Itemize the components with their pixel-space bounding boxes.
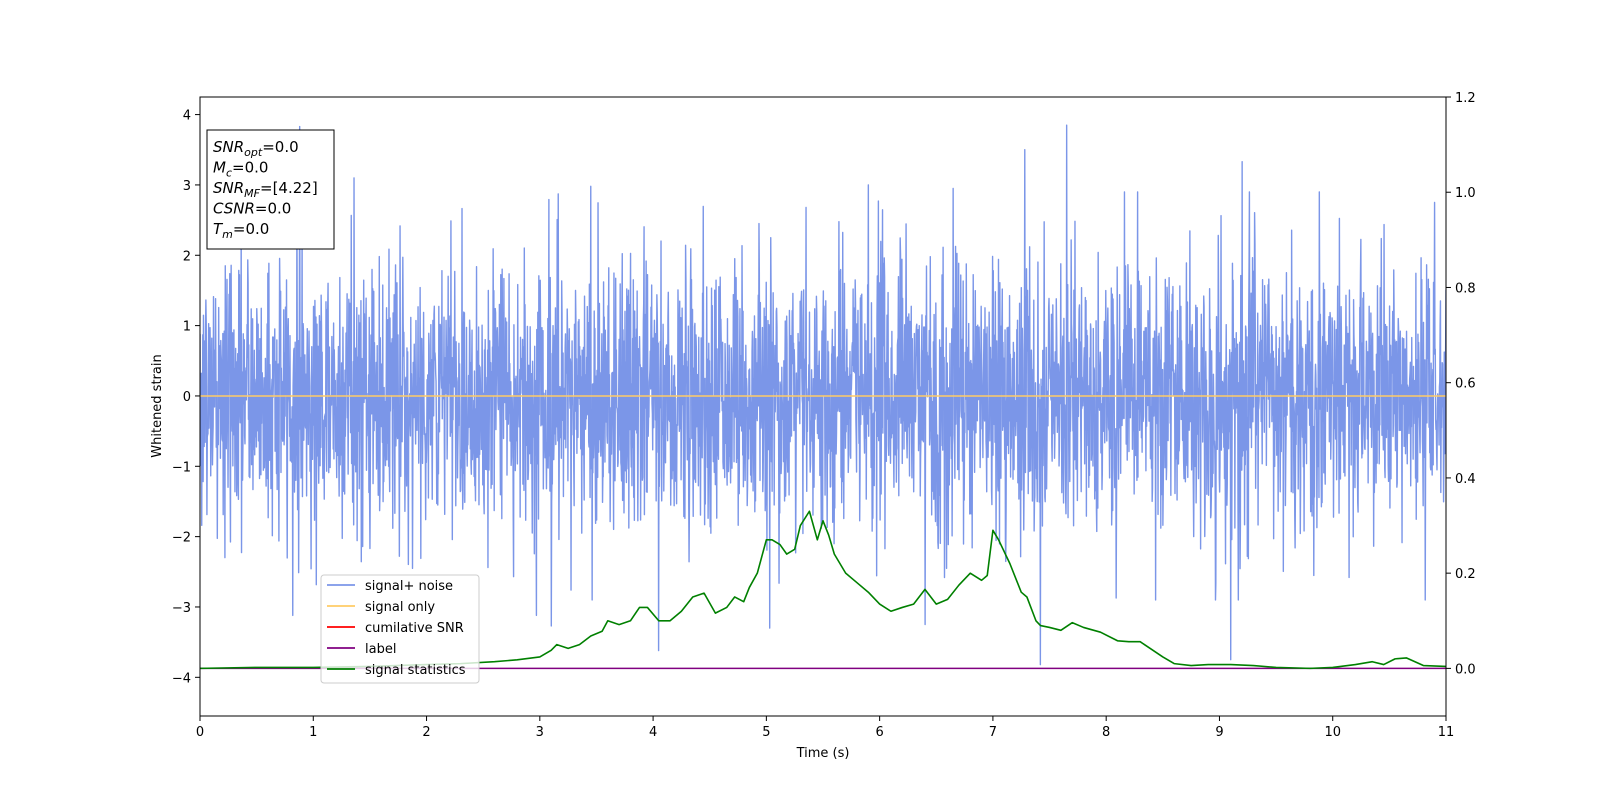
x-tick-label: 3 bbox=[536, 725, 544, 740]
legend: signal+ noise signal only cumilative SNR la… bbox=[320, 574, 480, 684]
x-tick-label: 1 bbox=[309, 725, 317, 740]
signal-noise-series bbox=[200, 124, 1446, 666]
y-right-tick-label: 1.2 bbox=[1455, 91, 1476, 106]
annotation-symbol: SNR bbox=[213, 138, 244, 156]
annotation-value: =0.0 bbox=[232, 159, 268, 177]
x-tick-label: 6 bbox=[875, 725, 883, 740]
annotation-symbol: CSNR bbox=[213, 200, 255, 218]
y-left-tick-label: 4 bbox=[183, 109, 191, 124]
signal-statistics-line bbox=[200, 510, 1446, 670]
annotation-line: SNRopt=0.0 bbox=[213, 138, 299, 159]
y-axis-label: Whitened strain bbox=[150, 354, 165, 457]
x-tick-label: 7 bbox=[989, 725, 997, 740]
annotation-subscript: c bbox=[226, 167, 232, 180]
y-right-tick-label: 0.8 bbox=[1455, 281, 1476, 296]
x-tick-label: 11 bbox=[1438, 725, 1455, 740]
annotation-value: =0.0 bbox=[262, 138, 298, 156]
x-tick-label: 10 bbox=[1324, 725, 1341, 740]
y-left-tick-label: 0 bbox=[183, 390, 191, 405]
y-axis-left-ticks: 4 3 2 1 0 −1 −2 −3 −4 bbox=[172, 109, 200, 686]
y-right-tick-label: 0.4 bbox=[1455, 472, 1476, 487]
legend-label: signal+ noise bbox=[365, 579, 453, 594]
y-left-tick-label: 3 bbox=[183, 179, 191, 194]
annotation-symbol: M bbox=[213, 159, 226, 177]
x-tick-label: 5 bbox=[762, 725, 770, 740]
annotation-symbol: SNR bbox=[213, 179, 244, 197]
y-left-tick-label: 2 bbox=[183, 249, 191, 264]
y-right-tick-label: 0.0 bbox=[1455, 662, 1476, 677]
annotation-line: CSNR=0.0 bbox=[213, 200, 291, 218]
axes-frame bbox=[199, 96, 1447, 717]
annotation-subscript: m bbox=[222, 228, 233, 241]
annotation-box-frame bbox=[206, 129, 335, 250]
annotation-box: SNRopt=0.0Mc=0.0SNRMF=[4.22]CSNR=0.0Tm=0… bbox=[206, 129, 335, 250]
y-left-tick-label: −3 bbox=[172, 601, 191, 616]
annotation-line: Mc=0.0 bbox=[213, 159, 268, 180]
annotation-value: =0.0 bbox=[233, 220, 269, 238]
x-tick-label: 9 bbox=[1215, 725, 1223, 740]
y-left-tick-label: −2 bbox=[172, 531, 191, 546]
annotation-value: =[4.22] bbox=[260, 179, 318, 197]
annotation-line: SNRMF=[4.22] bbox=[213, 179, 318, 200]
y-right-tick-label: 0.6 bbox=[1455, 377, 1476, 392]
x-tick-label: 2 bbox=[422, 725, 430, 740]
legend-label: signal statistics bbox=[365, 663, 466, 678]
x-tick-label: 8 bbox=[1102, 725, 1110, 740]
annotation-line: Tm=0.0 bbox=[213, 220, 269, 241]
y-left-tick-label: −1 bbox=[172, 460, 191, 475]
annotation-value: =0.0 bbox=[255, 200, 291, 218]
x-axis-label: Time (s) bbox=[796, 746, 850, 761]
legend-label: signal only bbox=[365, 600, 435, 615]
y-left-tick-label: −4 bbox=[172, 671, 191, 686]
signal-noise-line bbox=[200, 124, 1446, 666]
annotation-subscript: opt bbox=[244, 146, 263, 159]
annotation-subscript: MF bbox=[244, 187, 260, 200]
y-right-tick-label: 1.0 bbox=[1455, 186, 1476, 201]
y-axis-right-ticks: 1.2 1.0 0.8 0.6 0.4 0.2 0.0 bbox=[1446, 91, 1476, 677]
x-tick-label: 0 bbox=[196, 725, 204, 740]
legend-frame bbox=[320, 574, 480, 684]
annotation-symbol: T bbox=[213, 220, 224, 238]
legend-label: label bbox=[365, 642, 396, 657]
legend-label: cumilative SNR bbox=[365, 621, 464, 636]
y-left-tick-label: 1 bbox=[183, 320, 191, 335]
signal-statistics-series bbox=[200, 510, 1446, 670]
x-tick-label: 4 bbox=[649, 725, 657, 740]
y-right-tick-label: 0.2 bbox=[1455, 567, 1476, 582]
x-axis-ticks: 0 1 2 3 4 5 6 7 8 9 10 11 bbox=[196, 716, 1454, 740]
